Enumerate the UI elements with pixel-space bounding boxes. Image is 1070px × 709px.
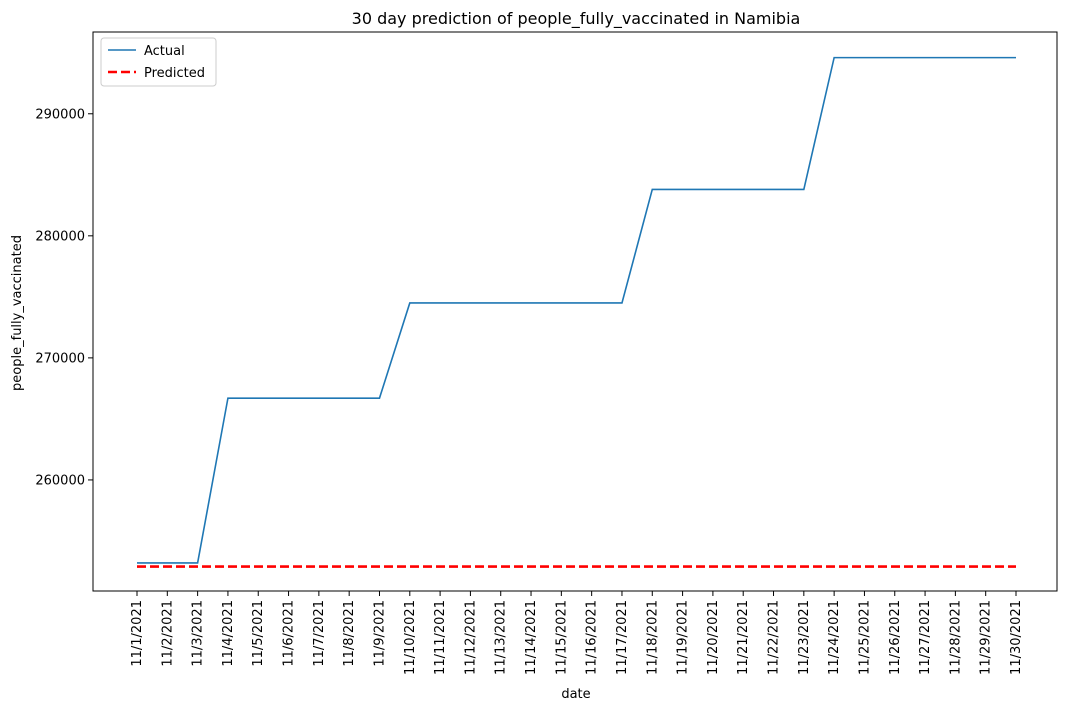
x-tick-label: 11/9/2021: [372, 600, 387, 667]
x-axis-ticks: 11/1/2021 11/2/2021 11/3/2021 11/4/2021 11/5…: [130, 591, 1024, 675]
x-tick-label: 11/10/2021: [403, 600, 418, 675]
chart-title: 30 day prediction of people_fully_vaccin…: [352, 9, 801, 29]
x-tick-label: 11/6/2021: [282, 600, 297, 667]
x-tick-label: 11/13/2021: [494, 600, 509, 675]
x-tick-label: 11/24/2021: [827, 600, 842, 675]
x-tick-label: 11/26/2021: [888, 600, 903, 675]
x-tick-label: 11/29/2021: [979, 600, 994, 675]
x-tick-label: 11/22/2021: [767, 600, 782, 675]
x-tick-label: 11/7/2021: [312, 600, 327, 667]
x-tick-label: 11/14/2021: [524, 600, 539, 675]
x-tick-label: 11/3/2021: [191, 600, 206, 667]
x-tick-label: 11/16/2021: [585, 600, 600, 675]
y-axis-label: people_fully_vaccinated: [10, 235, 25, 391]
x-tick-label: 11/23/2021: [797, 600, 812, 675]
x-tick-label: 11/1/2021: [130, 600, 145, 667]
plot-frame: [92, 31, 1058, 592]
x-tick-label: 11/2/2021: [160, 600, 175, 667]
y-tick-label: 270000: [35, 351, 85, 366]
y-tick-label: 260000: [35, 473, 85, 488]
x-tick-label: 11/21/2021: [736, 600, 751, 675]
x-tick-label: 11/5/2021: [251, 600, 266, 667]
x-tick-label: 11/11/2021: [433, 600, 448, 675]
plot-area: [92, 31, 1058, 592]
x-tick-label: 11/18/2021: [645, 600, 660, 675]
y-tick-label: 290000: [35, 107, 85, 122]
x-tick-label: 11/12/2021: [463, 600, 478, 675]
y-axis-ticks: 260000 270000 280000 290000: [35, 107, 93, 488]
legend: Actual Predicted: [100, 37, 217, 87]
x-tick-label: 11/15/2021: [554, 600, 569, 675]
x-tick-label: 11/17/2021: [615, 600, 630, 675]
y-tick-label: 280000: [35, 229, 85, 244]
x-tick-label: 11/28/2021: [948, 600, 963, 675]
x-tick-label: 11/25/2021: [857, 600, 872, 675]
x-tick-label: 11/30/2021: [1009, 600, 1024, 675]
x-tick-label: 11/4/2021: [221, 600, 236, 667]
x-tick-label: 11/27/2021: [918, 600, 933, 675]
x-tick-label: 11/20/2021: [706, 600, 721, 675]
series-line-actual: [137, 56, 1016, 564]
legend-label-predicted: Predicted: [144, 66, 205, 81]
legend-label-actual: Actual: [144, 44, 185, 59]
x-tick-label: 11/8/2021: [342, 600, 357, 667]
x-tick-label: 11/19/2021: [676, 600, 691, 675]
x-axis-label: date: [561, 687, 590, 702]
